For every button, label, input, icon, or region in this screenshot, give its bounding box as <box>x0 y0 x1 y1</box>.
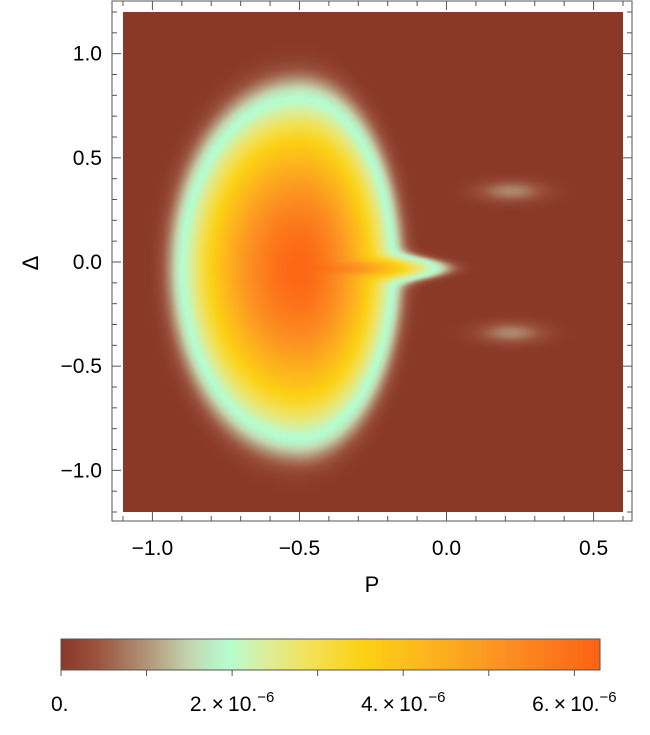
colorbar-tick-label: 4. × 10.−6 <box>361 689 446 716</box>
colorbar-tick-mantissa: 2. × 10. <box>190 693 257 716</box>
colorbar: 0. 2. × 10.−6 4. × 10.−6 6. × 10.−6 <box>51 638 617 716</box>
y-axis-label: Δ <box>18 255 43 270</box>
x-tick-label: 0.0 <box>432 537 461 560</box>
x-tick-label: −1.0 <box>132 537 173 560</box>
y-tick-label: 0.0 <box>73 251 102 274</box>
heatmap-field <box>123 12 623 512</box>
y-tick-label: 1.0 <box>73 43 102 66</box>
y-tick-label: 0.5 <box>73 147 102 170</box>
colorbar-tick-mantissa: 6. × 10. <box>532 693 599 716</box>
colorbar-tick-mantissa: 4. × 10. <box>361 693 428 716</box>
y-tick-label: −0.5 <box>61 355 102 378</box>
colorbar-tick-exponent: −6 <box>257 689 274 706</box>
colorbar-ticks: 0. 2. × 10.−6 4. × 10.−6 6. × 10.−6 <box>51 670 617 716</box>
x-axis-ticks: −1.0 −0.5 0.0 0.5 <box>122 1 624 560</box>
colorbar-tick-exponent: −6 <box>599 689 616 706</box>
colorbar-tick-label: 6. × 10.−6 <box>532 689 617 716</box>
y-tick-label: −1.0 <box>61 459 102 482</box>
colorbar-tick-label: 0. <box>51 693 69 716</box>
colorbar-gradient <box>60 638 601 671</box>
y-axis-ticks: 1.0 0.5 0.0 −0.5 −1.0 <box>61 11 632 513</box>
x-axis-label: P <box>365 572 380 597</box>
colorbar-tick-mantissa: 0. <box>51 693 69 716</box>
colorbar-tick-label: 2. × 10.−6 <box>190 689 275 716</box>
x-tick-label: −0.5 <box>279 537 320 560</box>
colorbar-tick-exponent: −6 <box>428 689 445 706</box>
plot-border <box>111 0 633 522</box>
plot-frame <box>111 0 633 522</box>
x-tick-label: 0.5 <box>579 537 608 560</box>
